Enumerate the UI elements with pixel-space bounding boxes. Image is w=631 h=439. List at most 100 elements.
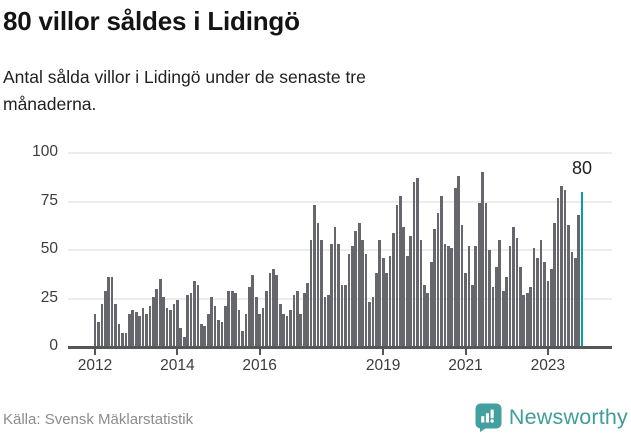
bar: [519, 267, 522, 347]
bar: [237, 310, 241, 347]
bar: [213, 306, 217, 347]
bar: [450, 248, 454, 347]
bar: [505, 277, 509, 347]
bar: [282, 314, 286, 347]
bar: [165, 308, 169, 347]
bar: [141, 308, 145, 347]
bar: [230, 290, 234, 347]
bar: [145, 314, 148, 347]
bar: [107, 277, 111, 347]
gridline: [68, 249, 612, 251]
bar: [501, 290, 505, 347]
x-axis-tick: [176, 348, 179, 355]
bar: [347, 253, 351, 347]
bar: [532, 248, 536, 347]
logo-wordmark: Newsworthy: [508, 405, 628, 429]
bar: [261, 308, 265, 347]
bar: [522, 294, 526, 347]
bar: [567, 224, 570, 347]
bar: [416, 178, 419, 347]
x-axis-tick: [546, 348, 549, 355]
bar: [210, 296, 213, 347]
bar: [340, 284, 344, 347]
bar: [299, 314, 303, 347]
bar: [320, 240, 323, 347]
bar: [313, 205, 316, 347]
bar: [114, 304, 117, 347]
bar: [316, 222, 320, 347]
bar: [309, 240, 313, 347]
bar: [151, 296, 155, 347]
gridline: [68, 200, 612, 203]
x-axis-tick: [382, 348, 385, 355]
y-axis-tick-label: 25: [40, 288, 58, 306]
bar: [498, 240, 502, 347]
bar: [206, 314, 210, 347]
bar: [193, 281, 196, 347]
bar: [100, 304, 104, 347]
bar: [189, 292, 193, 347]
bar: [368, 302, 371, 347]
bar: [484, 203, 488, 347]
bar: [344, 284, 347, 347]
bar: [182, 337, 186, 347]
bar: [381, 257, 385, 347]
bar: [251, 275, 255, 347]
newsworthy-logo: Newsworthy: [475, 403, 628, 432]
bar: [272, 269, 275, 347]
bar: [110, 277, 114, 347]
bar: [398, 195, 402, 347]
x-axis-tick: [94, 348, 96, 355]
y-axis-tick-label: 50: [40, 240, 58, 257]
bar: [447, 246, 450, 347]
bar: [357, 222, 361, 347]
bar: [337, 244, 340, 347]
bar: [436, 213, 440, 347]
bar: [203, 325, 207, 347]
bar: [543, 261, 546, 347]
bar: [385, 273, 388, 347]
x-axis-line: [68, 346, 612, 349]
bar: [326, 294, 330, 347]
bar: [350, 246, 354, 347]
bar: [275, 275, 279, 347]
bar: [467, 246, 471, 347]
bar: [539, 240, 543, 347]
bar: [392, 232, 395, 347]
x-axis-tick: [464, 348, 467, 355]
bar: [491, 286, 495, 347]
bar: [179, 327, 183, 347]
bar: [103, 290, 107, 347]
bar: [536, 257, 539, 347]
chart-subtitle: Antal sålda villor i Lidingö under de se…: [3, 67, 366, 115]
bar: [426, 292, 430, 347]
bar: [471, 284, 474, 347]
x-axis-tick-label: 2016: [242, 357, 277, 374]
bar: [285, 315, 289, 347]
bar: [162, 296, 165, 347]
bar: [306, 282, 310, 347]
bar: [488, 250, 491, 347]
bar: [481, 172, 484, 347]
bar: [570, 251, 574, 347]
bar: [278, 304, 282, 347]
bar: [402, 226, 406, 347]
bar: [563, 189, 567, 347]
bar: [333, 226, 337, 347]
bar: [529, 286, 533, 347]
bar: [172, 304, 176, 347]
x-axis-tick-label: 2012: [77, 357, 113, 374]
bar: [155, 288, 159, 347]
highlighted-bar: [580, 191, 584, 347]
bar: [97, 321, 100, 347]
bar: [433, 228, 436, 347]
bar: [412, 182, 416, 347]
x-axis-tick: [258, 348, 261, 355]
bar: [395, 205, 399, 347]
x-axis-tick-label: 2014: [160, 357, 195, 374]
bar: [515, 238, 519, 347]
bar: [296, 290, 299, 347]
bar: [440, 195, 443, 347]
bar: [374, 273, 378, 347]
bar: [388, 255, 392, 347]
